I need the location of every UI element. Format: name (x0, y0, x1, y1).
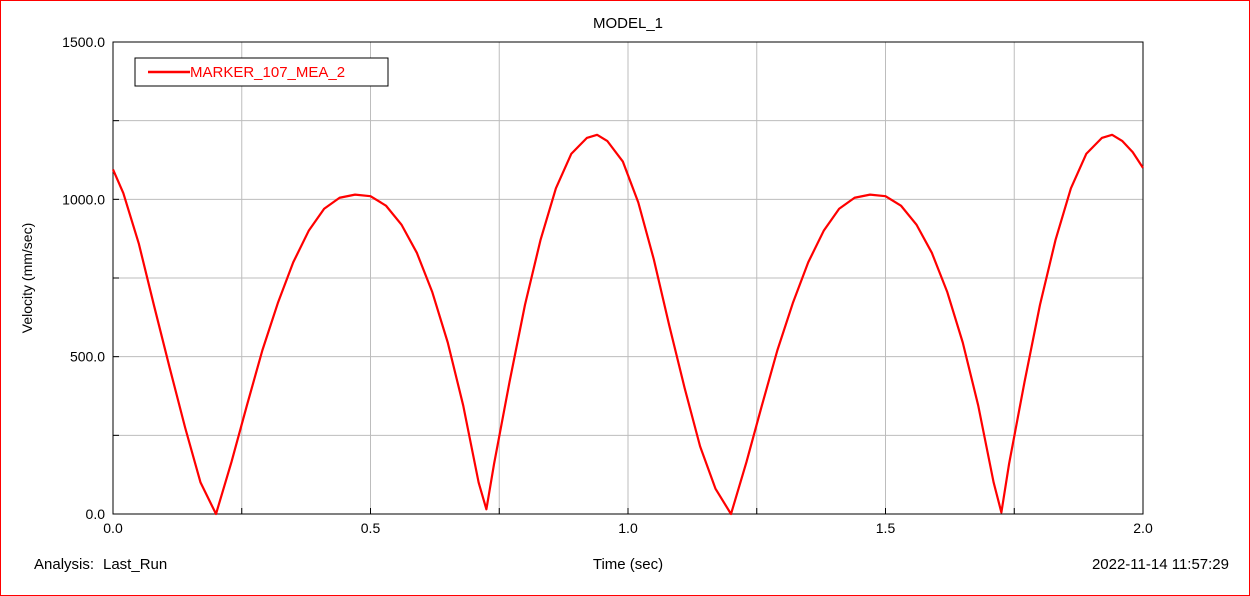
analysis-value: Last_Run (103, 556, 168, 573)
legend: MARKER_107_MEA_2 (134, 57, 389, 87)
x-axis-label: Time (sec) (592, 556, 664, 573)
series-line-marker-107-mea-2 (111, 133, 1144, 516)
chart-title: MODEL_1 (593, 15, 663, 32)
y-tick-label: 1000.0 (62, 191, 105, 207)
y-tick-label: 500.0 (70, 349, 105, 365)
axis-ticks: 0.0 0.5 1.0 1.5 2.0 0.0 500.0 1000.0 1500.0 (62, 34, 1153, 536)
x-tick-label: 2.0 (1133, 520, 1153, 536)
y-axis-label: Velocity (mm/sec) (19, 223, 35, 333)
grid (112, 41, 1144, 515)
timestamp: 2022-11-14 11:57:29 (1091, 556, 1229, 573)
x-tick-label: 0.5 (361, 520, 381, 536)
x-tick-label: 1.0 (618, 520, 638, 536)
x-tick-label: 1.5 (876, 520, 896, 536)
legend-label: MARKER_107_MEA_2 (190, 64, 345, 81)
y-tick-label: 0.0 (86, 506, 106, 522)
analysis-label: Analysis: (34, 556, 95, 573)
x-tick-label: 0.0 (103, 520, 123, 536)
y-tick-label: 1500.0 (62, 34, 105, 50)
